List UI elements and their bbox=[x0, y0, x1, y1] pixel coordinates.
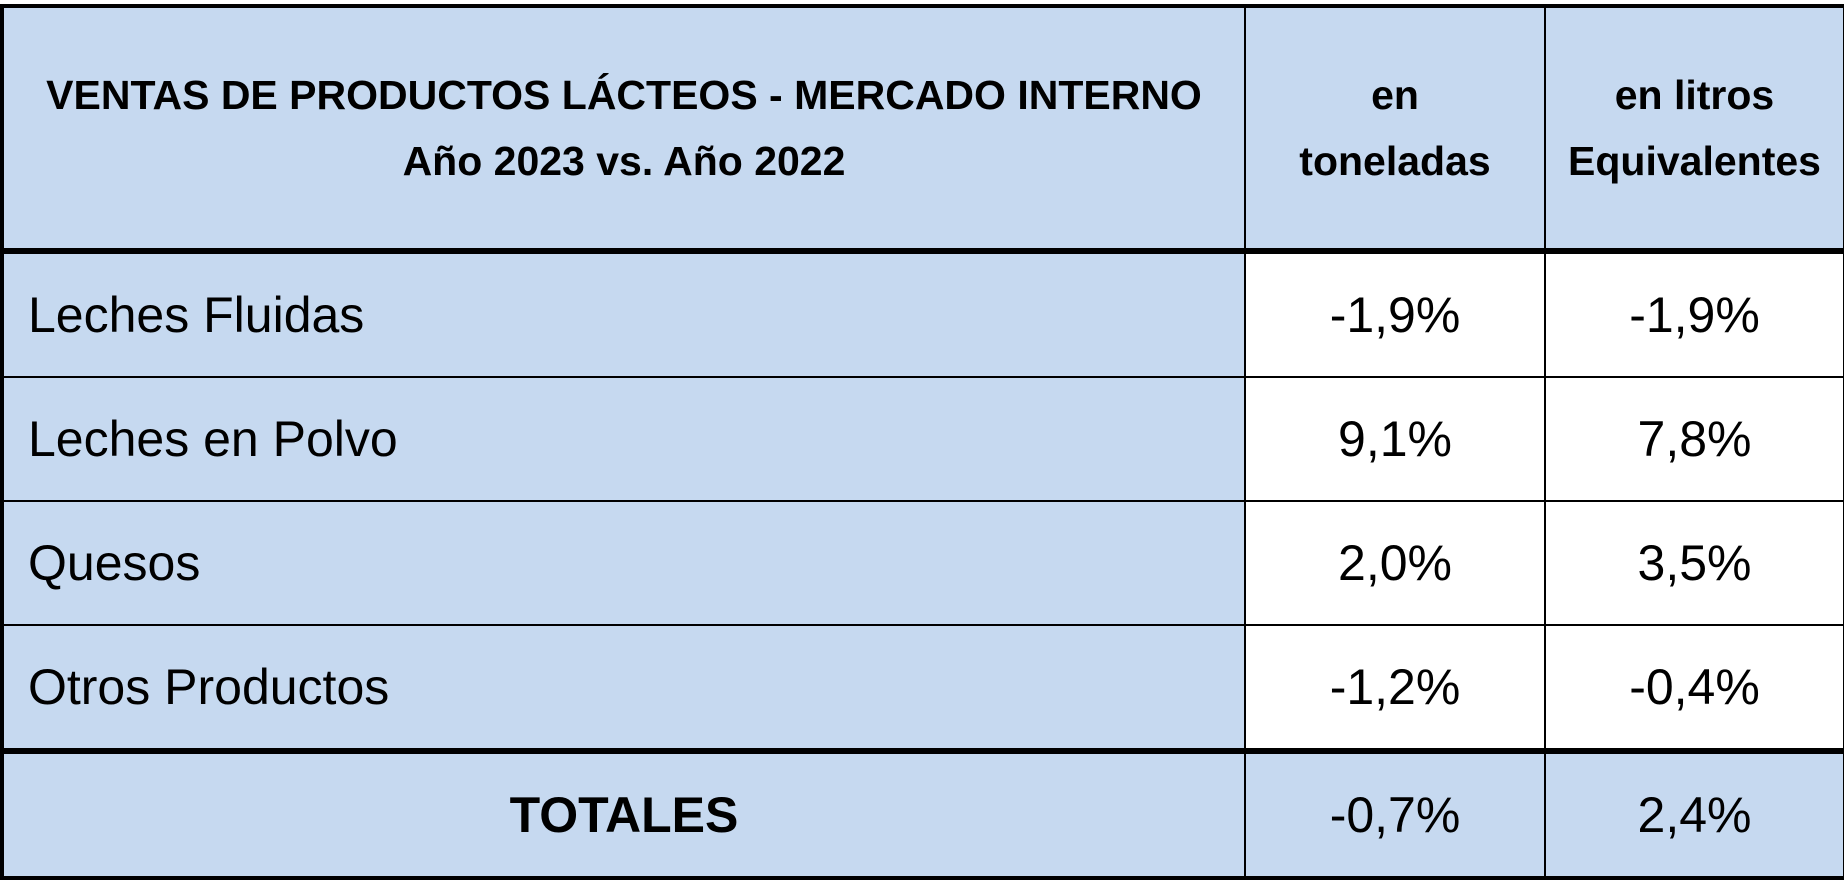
liters-value: -1,9% bbox=[1544, 250, 1844, 378]
totals-label: TOTALES bbox=[0, 748, 1246, 880]
table-subtitle: Año 2023 vs. Año 2022 bbox=[402, 138, 846, 184]
tons-value: 9,1% bbox=[1244, 376, 1546, 502]
table-title: VENTAS DE PRODUCTOS LÁCTEOS - MERCADO IN… bbox=[46, 72, 1202, 118]
column-header-tons-line2: toneladas bbox=[1299, 138, 1491, 184]
liters-value: 7,8% bbox=[1544, 376, 1844, 502]
tons-value: -1,9% bbox=[1244, 250, 1546, 378]
table-title-cell: VENTAS DE PRODUCTOS LÁCTEOS - MERCADO IN… bbox=[0, 4, 1246, 254]
column-header-tons-line1: en bbox=[1371, 72, 1419, 118]
tons-value: 2,0% bbox=[1244, 500, 1546, 626]
tons-value: -1,2% bbox=[1244, 624, 1546, 752]
totals-tons-value: -0,7% bbox=[1244, 748, 1546, 880]
table-row: Leches Fluidas -1,9% -1,9% bbox=[0, 250, 1844, 378]
totals-liters-value: 2,4% bbox=[1544, 748, 1844, 880]
totals-row: TOTALES -0,7% 2,4% bbox=[0, 748, 1844, 880]
dairy-sales-table: VENTAS DE PRODUCTOS LÁCTEOS - MERCADO IN… bbox=[0, 4, 1844, 880]
liters-value: 3,5% bbox=[1544, 500, 1844, 626]
column-header-liters-line1: en litros bbox=[1614, 72, 1775, 118]
table-row: Leches en Polvo 9,1% 7,8% bbox=[0, 376, 1844, 502]
column-header-liters: en litros Equivalentes bbox=[1544, 4, 1844, 254]
table-row: Otros Productos -1,2% -0,4% bbox=[0, 624, 1844, 752]
column-header-liters-line2: Equivalentes bbox=[1568, 138, 1821, 184]
row-label: Leches en Polvo bbox=[0, 376, 1246, 502]
table-header-row: VENTAS DE PRODUCTOS LÁCTEOS - MERCADO IN… bbox=[0, 4, 1844, 254]
row-label: Leches Fluidas bbox=[0, 250, 1246, 378]
liters-value: -0,4% bbox=[1544, 624, 1844, 752]
row-label: Otros Productos bbox=[0, 624, 1246, 752]
sales-table-container: VENTAS DE PRODUCTOS LÁCTEOS - MERCADO IN… bbox=[0, 4, 1844, 880]
row-label: Quesos bbox=[0, 500, 1246, 626]
column-header-tons: en toneladas bbox=[1244, 4, 1546, 254]
table-row: Quesos 2,0% 3,5% bbox=[0, 500, 1844, 626]
